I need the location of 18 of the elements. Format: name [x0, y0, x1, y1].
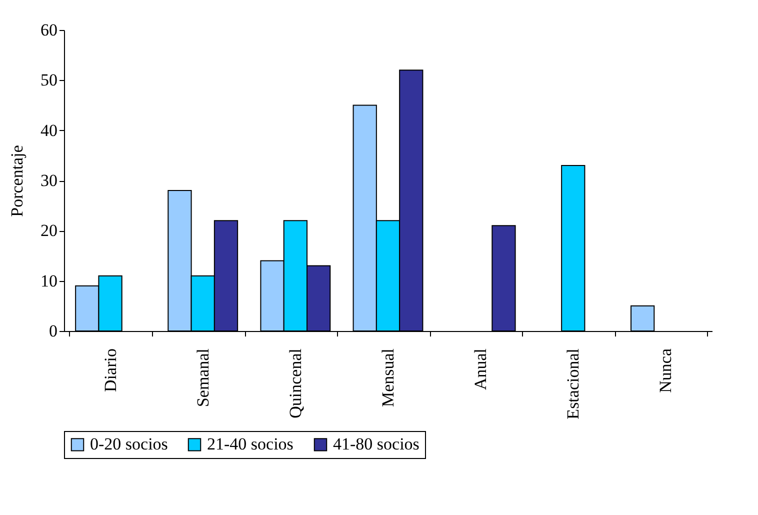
y-tick-label: 50	[40, 70, 58, 90]
y-axis-title: Porcentaje	[8, 145, 26, 217]
y-tick-label: 60	[40, 20, 58, 40]
y-tick-label: 20	[40, 221, 58, 240]
x-tick-label: Semanal	[193, 348, 212, 408]
legend-label: 0-20 socios	[90, 434, 168, 454]
x-tick-label: Quincenal	[286, 348, 305, 418]
x-tick-label: Nunca	[656, 348, 676, 393]
legend-label: 41-80 socios	[333, 434, 420, 454]
x-tick-label: Mensual	[378, 348, 398, 408]
x-tick-label: Anual	[471, 348, 490, 390]
y-tick-label: 30	[40, 171, 58, 190]
y-tick-label: 0	[49, 322, 58, 340]
x-tick-label: Diario	[100, 348, 120, 392]
y-tick-label: 40	[40, 120, 58, 140]
y-tick-label: 10	[40, 271, 58, 290]
legend-label: 21-40 socios	[207, 434, 294, 454]
x-tick-label: Estacional	[564, 348, 583, 420]
